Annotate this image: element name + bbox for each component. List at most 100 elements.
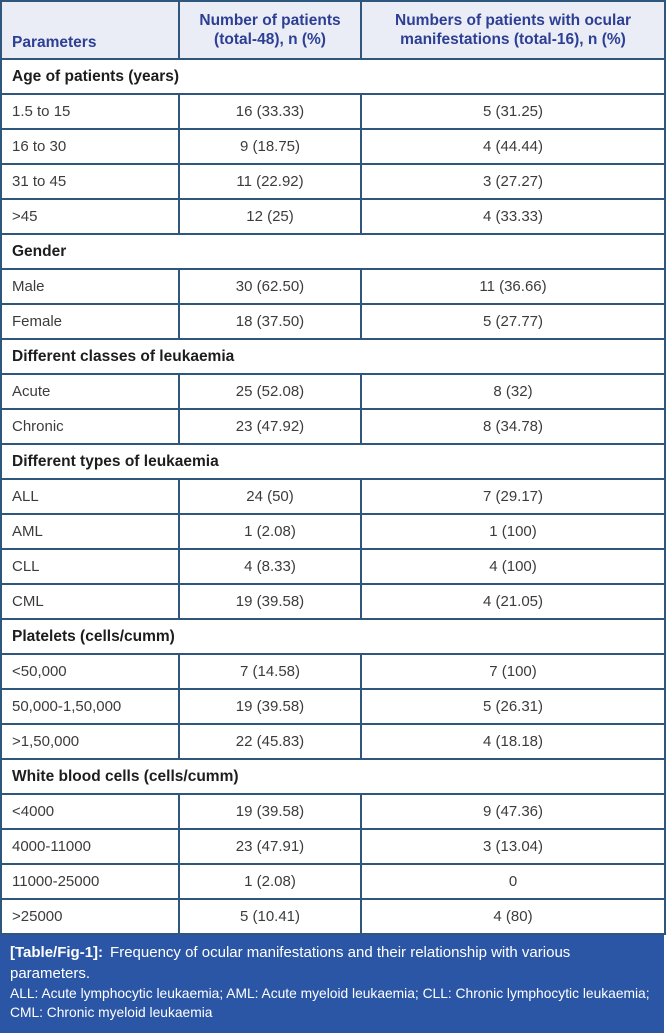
parameter-cell: Female: [0, 303, 180, 340]
value-cell: 19 (39.58): [178, 793, 362, 830]
table-row: AML 1 (2.08) 1 (100): [0, 513, 666, 550]
parameter-cell: Male: [0, 268, 180, 305]
abbreviations-text: ALL: Acute lymphocytic leukaemia; AML: A…: [10, 986, 650, 1021]
caption-label: [Table/Fig-1]:: [10, 944, 104, 961]
value-cell: 4 (21.05): [360, 583, 666, 620]
section-title: Different types of leukaemia: [0, 443, 666, 480]
section-title: Platelets (cells/cumm): [0, 618, 666, 655]
table-row: ALL 24 (50) 7 (29.17): [0, 478, 666, 515]
figure-caption: [Table/Fig-1]: Frequency of ocular manife…: [0, 935, 664, 1033]
value-cell: 11 (22.92): [178, 163, 362, 200]
parameter-cell: Chronic: [0, 408, 180, 445]
table-row: 4000-11000 23 (47.91) 3 (13.04): [0, 828, 666, 865]
table-row: Male 30 (62.50) 11 (36.66): [0, 268, 666, 305]
value-cell: 1 (2.08): [178, 863, 362, 900]
table-row: CML 19 (39.58) 4 (21.05): [0, 583, 666, 620]
table-row: >25000 5 (10.41) 4 (80): [0, 898, 666, 935]
parameter-cell: 4000-11000: [0, 828, 180, 865]
section-header-row: Platelets (cells/cumm): [0, 618, 666, 655]
parameter-cell: <4000: [0, 793, 180, 830]
table-row: Acute 25 (52.08) 8 (32): [0, 373, 666, 410]
parameter-cell: >45: [0, 198, 180, 235]
section-title: Different classes of leukaemia: [0, 338, 666, 375]
value-cell: 3 (13.04): [360, 828, 666, 865]
column-header-total-patients: Number of patients (total-48), n (%): [178, 0, 362, 60]
table-row: CLL 4 (8.33) 4 (100): [0, 548, 666, 585]
value-cell: 7 (29.17): [360, 478, 666, 515]
value-cell: 24 (50): [178, 478, 362, 515]
section-title: White blood cells (cells/cumm): [0, 758, 666, 795]
section-title: Age of patients (years): [0, 58, 666, 95]
column-header-ocular-manifestations: Numbers of patients with ocular manifest…: [360, 0, 666, 60]
value-cell: 12 (25): [178, 198, 362, 235]
table-header: Parameters Number of patients (total-48)…: [0, 0, 666, 60]
parameter-cell: Acute: [0, 373, 180, 410]
parameter-cell: 50,000-1,50,000: [0, 688, 180, 725]
parameter-cell: <50,000: [0, 653, 180, 690]
caption-text: Frequency of ocular manifestations and t…: [10, 944, 571, 982]
value-cell: 19 (39.58): [178, 688, 362, 725]
parameter-cell: >1,50,000: [0, 723, 180, 760]
value-cell: 7 (14.58): [178, 653, 362, 690]
table-row: 50,000-1,50,000 19 (39.58) 5 (26.31): [0, 688, 666, 725]
value-cell: 18 (37.50): [178, 303, 362, 340]
table-row: <50,000 7 (14.58) 7 (100): [0, 653, 666, 690]
value-cell: 4 (100): [360, 548, 666, 585]
value-cell: 19 (39.58): [178, 583, 362, 620]
table-row: 11000-25000 1 (2.08) 0: [0, 863, 666, 900]
parameter-cell: CML: [0, 583, 180, 620]
value-cell: 7 (100): [360, 653, 666, 690]
parameter-cell: AML: [0, 513, 180, 550]
table-body: Age of patients (years) 1.5 to 15 16 (33.3…: [0, 58, 666, 935]
value-cell: 4 (18.18): [360, 723, 666, 760]
value-cell: 16 (33.33): [178, 93, 362, 130]
value-cell: 25 (52.08): [178, 373, 362, 410]
column-header-parameters: Parameters: [0, 0, 180, 60]
value-cell: 5 (10.41): [178, 898, 362, 935]
value-cell: 0: [360, 863, 666, 900]
table-row: <4000 19 (39.58) 9 (47.36): [0, 793, 666, 830]
value-cell: 5 (27.77): [360, 303, 666, 340]
value-cell: 22 (45.83): [178, 723, 362, 760]
value-cell: 5 (31.25): [360, 93, 666, 130]
parameters-table: Parameters Number of patients (total-48)…: [0, 0, 666, 935]
table-row: 1.5 to 15 16 (33.33) 5 (31.25): [0, 93, 666, 130]
table-row: Chronic 23 (47.92) 8 (34.78): [0, 408, 666, 445]
table-row: Female 18 (37.50) 5 (27.77): [0, 303, 666, 340]
value-cell: 23 (47.91): [178, 828, 362, 865]
value-cell: 8 (34.78): [360, 408, 666, 445]
value-cell: 23 (47.92): [178, 408, 362, 445]
section-header-row: Different classes of leukaemia: [0, 338, 666, 375]
value-cell: 1 (100): [360, 513, 666, 550]
table-row: >45 12 (25) 4 (33.33): [0, 198, 666, 235]
parameter-cell: CLL: [0, 548, 180, 585]
table-row: >1,50,000 22 (45.83) 4 (18.18): [0, 723, 666, 760]
section-header-row: Gender: [0, 233, 666, 270]
parameter-cell: ALL: [0, 478, 180, 515]
value-cell: 8 (32): [360, 373, 666, 410]
section-title: Gender: [0, 233, 666, 270]
header-row: Parameters Number of patients (total-48)…: [0, 0, 666, 60]
value-cell: 5 (26.31): [360, 688, 666, 725]
section-header-row: White blood cells (cells/cumm): [0, 758, 666, 795]
parameter-cell: >25000: [0, 898, 180, 935]
value-cell: 11 (36.66): [360, 268, 666, 305]
value-cell: 4 (80): [360, 898, 666, 935]
parameter-cell: 11000-25000: [0, 863, 180, 900]
parameter-cell: 31 to 45: [0, 163, 180, 200]
value-cell: 4 (33.33): [360, 198, 666, 235]
section-header-row: Different types of leukaemia: [0, 443, 666, 480]
parameter-cell: 1.5 to 15: [0, 93, 180, 130]
value-cell: 9 (47.36): [360, 793, 666, 830]
value-cell: 9 (18.75): [178, 128, 362, 165]
table-row: 16 to 30 9 (18.75) 4 (44.44): [0, 128, 666, 165]
value-cell: 4 (8.33): [178, 548, 362, 585]
value-cell: 3 (27.27): [360, 163, 666, 200]
value-cell: 4 (44.44): [360, 128, 666, 165]
parameter-cell: 16 to 30: [0, 128, 180, 165]
table-row: 31 to 45 11 (22.92) 3 (27.27): [0, 163, 666, 200]
section-header-row: Age of patients (years): [0, 58, 666, 95]
value-cell: 1 (2.08): [178, 513, 362, 550]
value-cell: 30 (62.50): [178, 268, 362, 305]
